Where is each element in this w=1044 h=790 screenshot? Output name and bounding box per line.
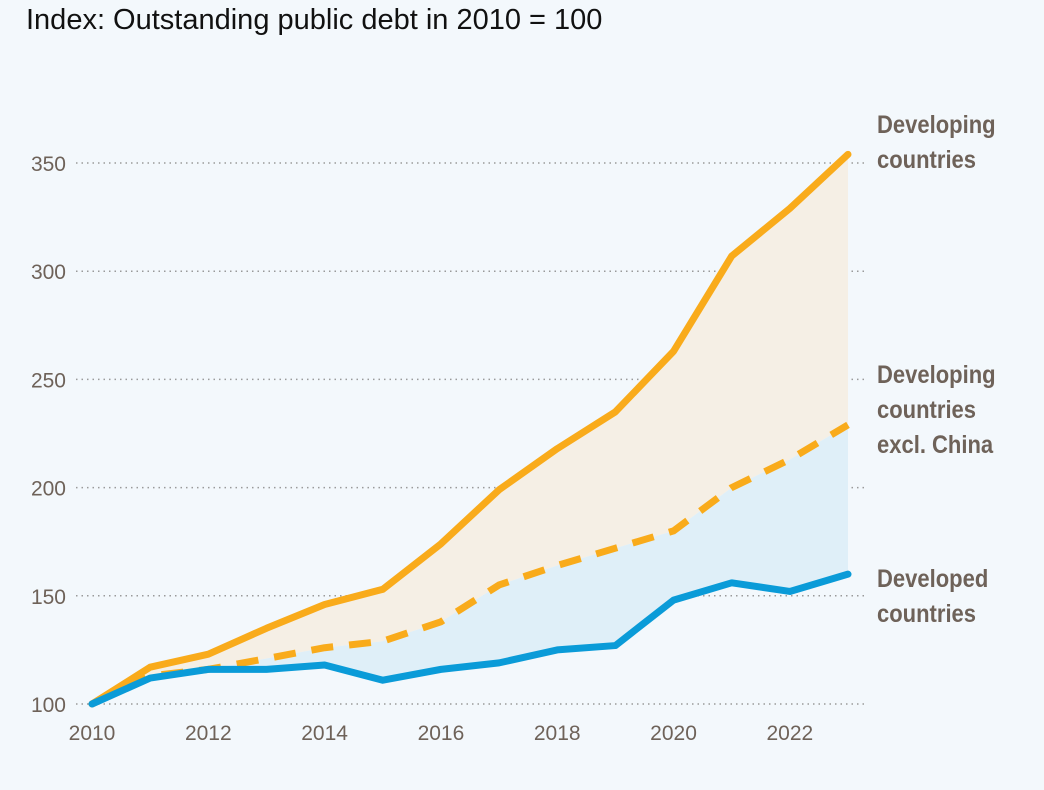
label-line: Developing (877, 361, 996, 389)
x-tick-label: 2018 (534, 722, 581, 745)
x-tick-label: 2016 (418, 722, 465, 745)
y-tick-label: 300 (31, 261, 66, 284)
area-fill-developing (92, 154, 848, 704)
area-fill-excl-china (92, 424, 848, 704)
label-line: countries (877, 396, 977, 424)
line-developing (88, 150, 852, 708)
chart-title: Index: Outstanding public debt in 2010 =… (26, 4, 603, 36)
label-line: countries (877, 600, 977, 628)
label-line: Developed (877, 565, 989, 593)
y-tick-label: 100 (31, 694, 66, 717)
label-developing-excl-china: Developing countries excl. China (877, 358, 996, 463)
y-tick-label: 250 (31, 369, 66, 392)
x-tick-label: 2012 (185, 722, 232, 745)
x-tick-label: 2014 (301, 722, 348, 745)
label-developing: Developing countries (877, 108, 996, 178)
x-tick-label: 2022 (766, 722, 813, 745)
label-line: countries (877, 146, 977, 174)
x-tick-label: 2020 (650, 722, 697, 745)
label-developed: Developed countries (877, 562, 988, 632)
y-tick-label: 150 (31, 586, 66, 609)
x-tick-label: 2010 (69, 722, 116, 745)
y-tick-label: 350 (31, 153, 66, 176)
line-developed (88, 570, 852, 708)
y-tick-label: 200 (31, 478, 66, 501)
label-line: Developing (877, 111, 996, 139)
label-line: excl. China (877, 431, 994, 459)
